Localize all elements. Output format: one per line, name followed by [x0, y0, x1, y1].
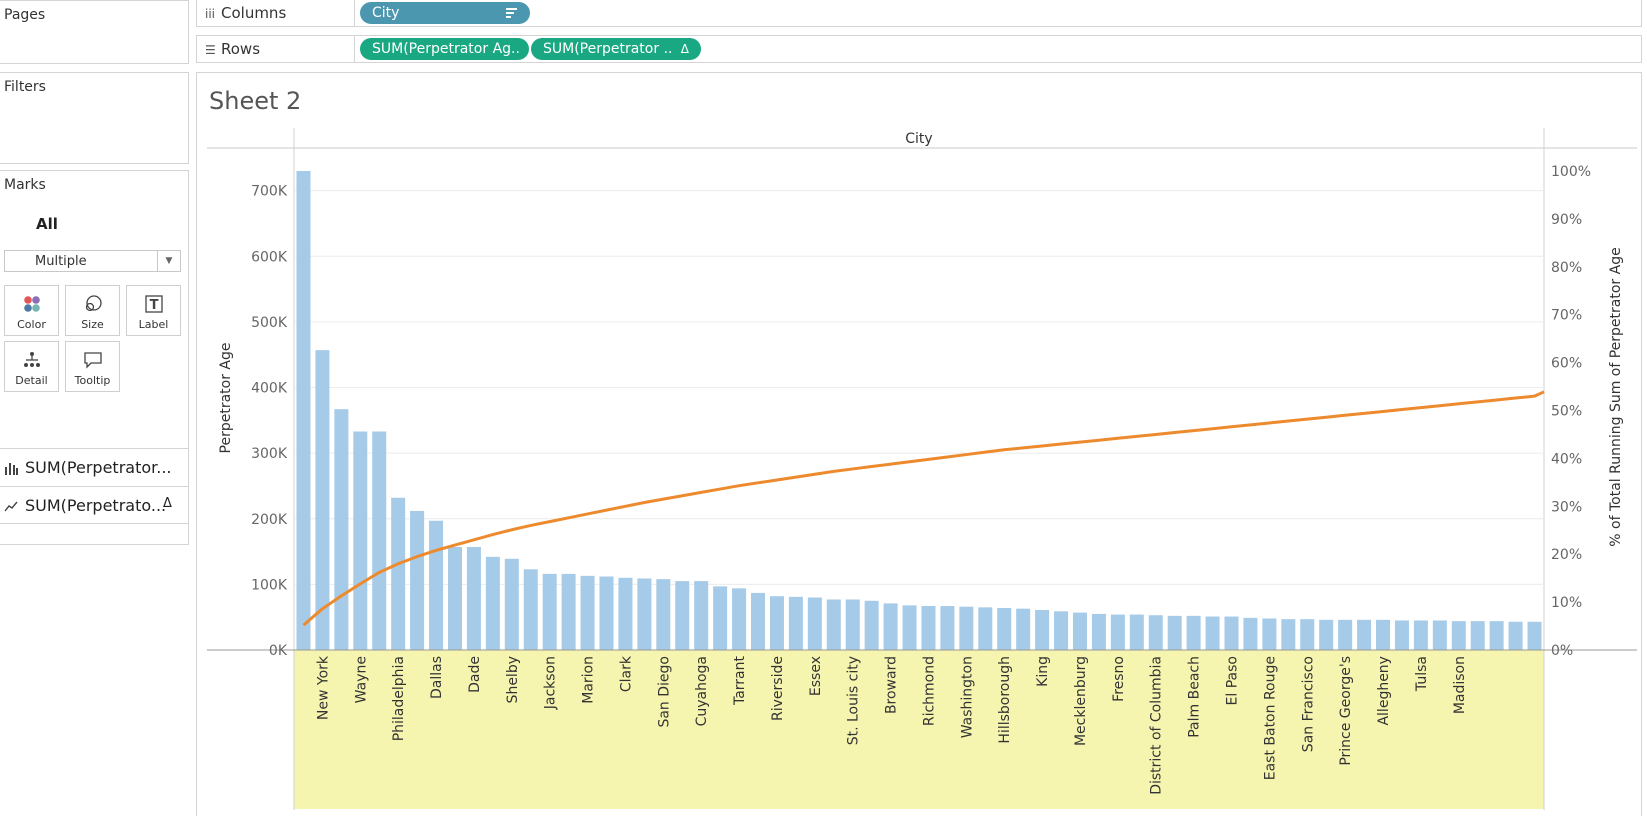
chevron-down-icon: ▼: [157, 251, 180, 271]
filters-title: Filters: [4, 79, 46, 95]
sort-icon: [506, 8, 517, 18]
bar-chart-icon: [4, 460, 18, 479]
shelf-divider: [354, 36, 355, 62]
delta-icon: Δ: [680, 42, 689, 56]
measure-line-label: SUM(Perpetrato...: [25, 496, 167, 515]
marks-all-tab[interactable]: All: [36, 215, 58, 233]
sheet-area: Sheet 2: [196, 72, 1642, 816]
pages-card[interactable]: Pages: [0, 0, 189, 64]
mark-type-value: Multiple: [35, 254, 87, 269]
rows-icon: ☰: [205, 43, 216, 57]
tooltip-button[interactable]: Tooltip: [65, 341, 120, 392]
filters-card[interactable]: Filters: [0, 72, 189, 164]
rows-shelf[interactable]: ☰ Rows SUM(Perpetrator Ag.. SUM(Perpetrat…: [196, 35, 1642, 63]
label-button[interactable]: T Label: [126, 285, 181, 336]
color-label: Color: [17, 318, 46, 331]
detail-label: Detail: [15, 374, 48, 387]
color-button[interactable]: Color: [4, 285, 59, 336]
rows-pill-line[interactable]: SUM(Perpetrator .. Δ: [531, 38, 701, 60]
size-label: Size: [81, 318, 104, 331]
sheet-title[interactable]: Sheet 2: [209, 87, 302, 115]
detail-button[interactable]: Detail: [4, 341, 59, 392]
columns-shelf[interactable]: iii Columns City: [196, 0, 1642, 27]
color-icon: [23, 296, 40, 312]
measure-bar-label: SUM(Perpetrator...: [25, 458, 172, 477]
rows-pill-1-label: SUM(Perpetrator Ag..: [372, 41, 520, 57]
marks-measure-bar[interactable]: SUM(Perpetrator...: [0, 448, 189, 486]
columns-icon: iii: [205, 7, 216, 21]
rows-pill-2-label: SUM(Perpetrator ..: [543, 41, 673, 57]
columns-label: Columns: [221, 4, 287, 22]
tooltip-icon: [83, 352, 102, 369]
svg-text:T: T: [149, 298, 158, 313]
mark-type-dropdown[interactable]: Multiple ▼: [4, 250, 181, 272]
columns-pill-label: City: [372, 5, 400, 21]
tooltip-label: Tooltip: [74, 374, 111, 387]
columns-pill-city[interactable]: City: [360, 2, 530, 24]
pages-title: Pages: [4, 7, 46, 23]
label-label: Label: [138, 318, 169, 331]
text-label-icon: T: [144, 295, 163, 313]
left-panel: Pages Filters Marks All Multiple ▼ Color…: [0, 0, 190, 816]
marks-measure-line[interactable]: SUM(Perpetrato... Δ: [0, 486, 189, 524]
size-icon: [85, 295, 102, 312]
size-button[interactable]: Size: [65, 285, 120, 336]
rows-label: Rows: [221, 40, 261, 58]
line-chart-icon: [4, 498, 18, 517]
rows-pill-bar[interactable]: SUM(Perpetrator Ag..: [360, 38, 529, 60]
delta-icon: Δ: [163, 496, 172, 511]
detail-icon: [23, 352, 40, 367]
shelf-divider: [354, 0, 355, 26]
marks-card: Marks All Multiple ▼ Color Size T Label …: [0, 170, 189, 545]
marks-title: Marks: [4, 177, 46, 193]
